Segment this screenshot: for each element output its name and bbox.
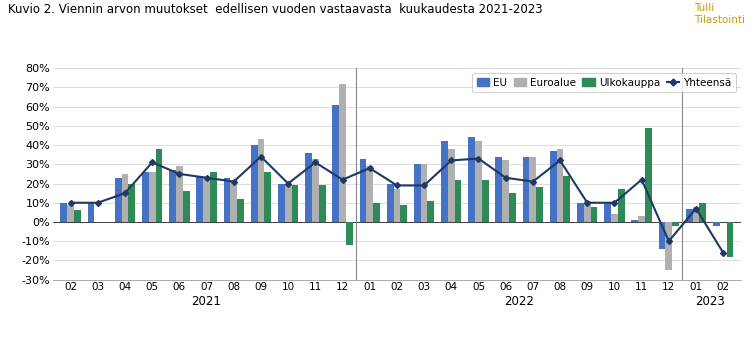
Bar	[360, 159, 367, 222]
Bar	[312, 159, 319, 222]
Bar	[584, 201, 590, 222]
Bar	[210, 172, 217, 222]
Bar	[468, 137, 475, 222]
Bar	[529, 157, 536, 222]
Bar	[156, 149, 163, 222]
Bar	[556, 149, 563, 222]
Bar	[387, 183, 394, 222]
Bar	[686, 208, 692, 222]
Bar	[400, 205, 407, 222]
Bar	[454, 180, 461, 222]
Bar	[672, 222, 679, 226]
Bar	[74, 210, 81, 222]
Bar	[727, 222, 733, 256]
Bar	[278, 183, 285, 222]
Bar	[618, 189, 624, 222]
Bar	[577, 203, 584, 222]
Bar	[394, 189, 400, 222]
Bar	[224, 178, 231, 222]
Bar	[502, 161, 509, 222]
Bar	[590, 207, 597, 222]
Bar	[414, 164, 420, 222]
Bar	[176, 166, 183, 222]
Bar	[67, 205, 74, 222]
Bar	[631, 220, 638, 222]
Bar	[367, 166, 373, 222]
Bar	[699, 203, 706, 222]
Bar	[197, 176, 203, 222]
Bar	[149, 172, 156, 222]
Bar	[658, 222, 665, 249]
Bar	[285, 186, 292, 222]
Bar	[427, 201, 434, 222]
Bar	[237, 199, 244, 222]
Bar	[420, 164, 427, 222]
Bar	[231, 180, 237, 222]
Legend: EU, Euroalue, Ulkokauppa, Yhteensä: EU, Euroalue, Ulkokauppa, Yhteensä	[472, 73, 736, 92]
Bar	[373, 203, 380, 222]
Bar	[550, 151, 556, 222]
Text: 2023: 2023	[695, 295, 724, 308]
Bar	[292, 186, 299, 222]
Bar	[475, 141, 482, 222]
Bar	[441, 141, 448, 222]
Bar	[333, 105, 339, 222]
Bar	[258, 139, 265, 222]
Bar	[482, 180, 488, 222]
Bar	[448, 149, 454, 222]
Bar	[88, 203, 94, 222]
Bar	[604, 203, 611, 222]
Bar	[122, 174, 129, 222]
Bar	[645, 128, 652, 222]
Bar	[265, 172, 271, 222]
Bar	[251, 145, 258, 222]
Bar	[563, 176, 570, 222]
Bar	[115, 178, 122, 222]
Bar	[346, 222, 353, 245]
Bar	[713, 222, 720, 226]
Bar	[305, 153, 312, 222]
Bar	[522, 157, 529, 222]
Bar	[129, 183, 135, 222]
Bar	[183, 191, 190, 222]
Bar	[638, 216, 645, 222]
Text: Kuvio 2. Viennin arvon muutokset  edellisen vuoden vastaavasta  kuukaudesta 2021: Kuvio 2. Viennin arvon muutokset edellis…	[8, 3, 542, 16]
Text: 2022: 2022	[504, 295, 534, 308]
Bar	[142, 172, 149, 222]
Text: 2021: 2021	[191, 295, 222, 308]
Bar	[611, 214, 618, 222]
Bar	[536, 187, 543, 222]
Bar	[509, 193, 516, 222]
Text: Tulli
Tilastointi: Tulli Tilastointi	[694, 3, 745, 25]
Bar	[60, 203, 67, 222]
Bar	[203, 178, 210, 222]
Bar	[495, 157, 502, 222]
Bar	[665, 222, 672, 270]
Bar	[169, 170, 176, 222]
Bar	[692, 207, 699, 222]
Bar	[339, 84, 346, 222]
Bar	[319, 186, 326, 222]
